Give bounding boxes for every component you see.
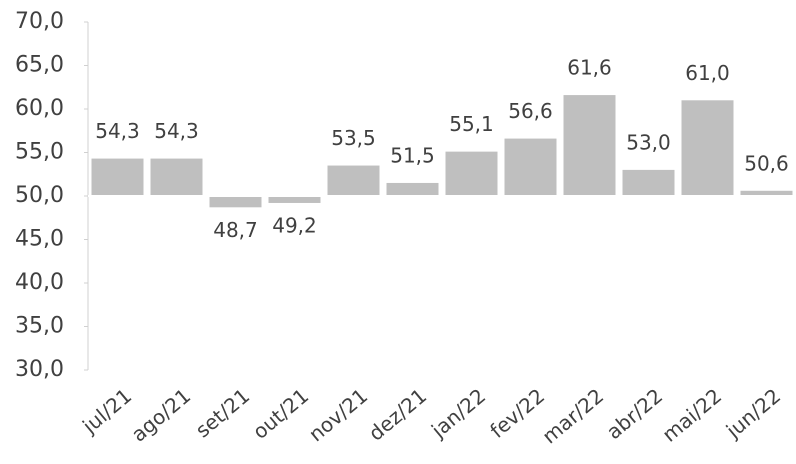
data-label: 54,3 [154,119,199,143]
data-label: 50,6 [744,151,789,175]
data-label: 54,3 [95,119,140,143]
x-tick-label: mai/22 [658,384,727,447]
x-tick-label: mar/22 [538,384,609,449]
y-tick-label: 45,0 [15,227,64,252]
x-tick-label: set/21 [191,384,255,443]
bar [91,158,144,196]
x-tick-label: dez/21 [364,384,431,446]
y-tick-label: 40,0 [15,270,64,295]
bar [622,169,675,196]
bar [681,100,734,196]
data-label: 61,0 [685,61,730,85]
bar [504,138,557,196]
data-label: 53,0 [626,130,671,154]
bar [740,190,793,196]
data-label: 56,6 [508,99,553,123]
data-label: 49,2 [272,213,317,237]
bar [327,165,380,196]
data-label: 61,6 [567,56,612,80]
y-tick-label: 65,0 [15,53,64,78]
y-tick-label: 50,0 [15,183,64,208]
bar [209,196,262,208]
data-label: 55,1 [449,112,494,136]
bar [445,151,498,196]
y-tick-label: 30,0 [15,357,64,382]
y-tick-label: 35,0 [15,314,64,339]
y-tick-label: 60,0 [15,96,64,121]
bar [563,95,616,196]
x-tick-label: nov/21 [304,384,372,447]
x-tick-label: jun/22 [721,384,786,444]
bar [268,196,321,203]
x-tick-label: out/21 [248,384,313,444]
x-tick-label: abr/22 [602,384,668,444]
x-tick-label: jan/22 [426,384,490,443]
bar [386,182,439,196]
data-label: 48,7 [213,218,258,242]
x-tick-label: ago/21 [127,384,196,447]
y-tick-label: 70,0 [15,9,64,34]
data-label: 51,5 [390,143,435,167]
data-label: 53,5 [331,126,376,150]
y-tick-label: 55,0 [15,140,64,165]
bar [150,158,203,196]
